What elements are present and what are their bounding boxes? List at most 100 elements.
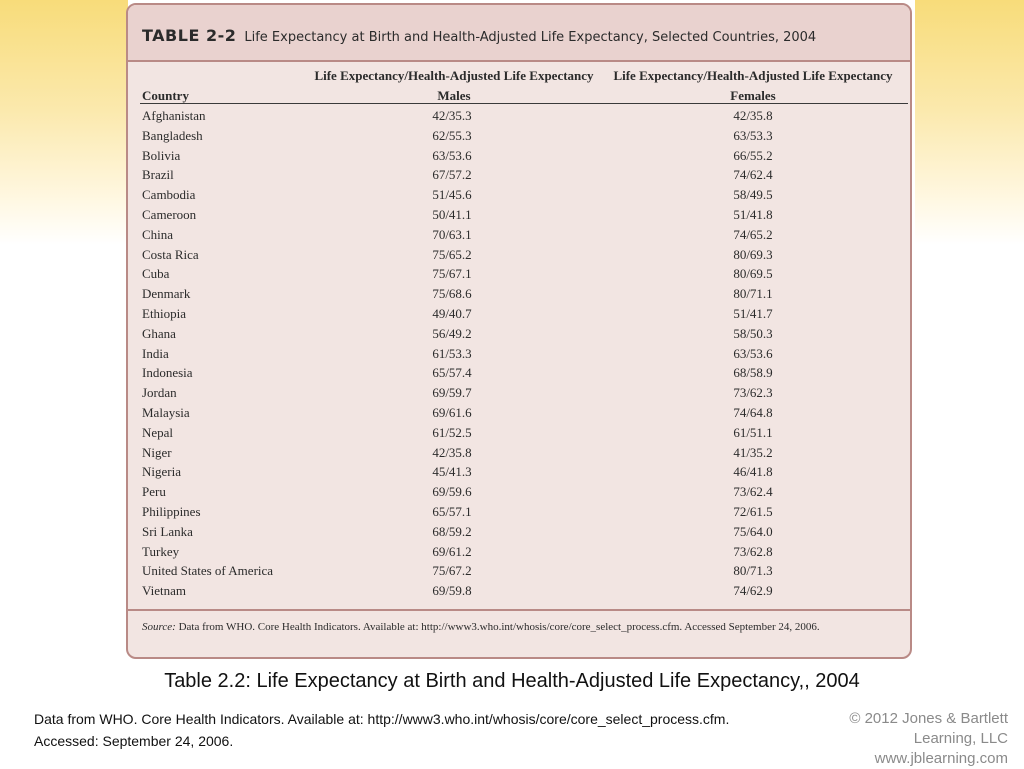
column-header-males-title: Life Expectancy/Health-Adjusted Life Exp… xyxy=(314,68,594,83)
table-row: Sri Lanka 68/59.2 75/64.0 xyxy=(128,522,910,542)
cell-males: 65/57.1 xyxy=(432,504,472,519)
cell-females: 73/62.4 xyxy=(733,484,773,500)
source-text: Data from WHO. Core Health Indicators. A… xyxy=(178,621,820,633)
source-note: Source: Data from WHO. Core Health Indic… xyxy=(142,621,820,633)
table-row: United States of America 75/67.2 80/71.3 xyxy=(128,561,910,581)
footer-divider xyxy=(128,609,910,611)
cell-country: Sri Lanka xyxy=(142,523,193,539)
cell-males: 69/59.6 xyxy=(432,484,472,500)
cell-country: China xyxy=(142,226,174,242)
cell-country: Niger xyxy=(142,444,172,460)
cell-males: 68/59.2 xyxy=(432,523,472,539)
cell-females: 73/62.8 xyxy=(733,543,773,559)
cell-females: 74/62.4 xyxy=(733,167,773,183)
table-row: Afghanistan 42/35.3 42/35.8 xyxy=(128,106,910,126)
cell-males: 49/40.7 xyxy=(432,306,472,321)
cell-country: Denmark xyxy=(142,286,191,302)
table-row: Cambodia 51/45.6 58/49.5 xyxy=(128,185,910,205)
cell-country: Turkey xyxy=(142,543,180,559)
cell-country: Cameroon xyxy=(142,207,197,222)
table-row: Peru 69/59.6 73/62.4 xyxy=(128,482,910,502)
cell-females: 73/62.3 xyxy=(733,385,773,401)
cell-females: 58/50.3 xyxy=(733,325,773,341)
cell-country: Malaysia xyxy=(142,405,190,420)
slide-caption: Table 2.2: Life Expectancy at Birth and … xyxy=(164,670,860,692)
cell-females: 74/64.8 xyxy=(733,405,773,420)
table-title-text: Life Expectancy at Birth and Health-Adju… xyxy=(244,30,817,45)
column-header-females: Females xyxy=(730,88,776,103)
cell-country: Ethiopia xyxy=(142,306,187,321)
cell-males: 51/45.6 xyxy=(432,187,472,203)
cell-country: Cambodia xyxy=(142,187,196,203)
cell-females: 42/35.8 xyxy=(733,108,773,123)
cell-females: 66/55.2 xyxy=(733,147,773,163)
table-row: Jordan 69/59.7 73/62.3 xyxy=(128,383,910,403)
cell-females: 63/53.6 xyxy=(733,345,773,361)
cell-females: 58/49.5 xyxy=(733,187,773,203)
cell-country: Vietnam xyxy=(142,583,186,599)
cell-females: 80/71.1 xyxy=(733,286,773,302)
credit-line-2: Accessed: September 24, 2006. xyxy=(34,733,234,749)
cell-females: 80/69.3 xyxy=(733,246,773,262)
cell-country: Peru xyxy=(142,484,166,500)
decorative-gradient-right xyxy=(915,0,1024,245)
header-divider xyxy=(140,103,908,104)
cell-females: 74/65.2 xyxy=(733,226,773,242)
table-title-band: TABLE 2-2 Life Expectancy at Birth and He… xyxy=(128,5,910,62)
table-row: Cameroon 50/41.1 51/41.8 xyxy=(128,205,910,225)
cell-females: 68/58.9 xyxy=(733,365,773,381)
cell-country: Nepal xyxy=(142,424,174,440)
cell-country: Ghana xyxy=(142,325,176,341)
cell-males: 63/53.6 xyxy=(432,147,472,163)
table-row: Turkey 69/61.2 73/62.8 xyxy=(128,542,910,562)
cell-females: 74/62.9 xyxy=(733,583,773,599)
column-header-males: Males xyxy=(437,88,471,103)
cell-country: Afghanistan xyxy=(142,108,206,123)
cell-females: 61/51.1 xyxy=(733,424,773,440)
cell-males: 75/67.1 xyxy=(432,266,472,282)
cell-country: Bolivia xyxy=(142,147,181,163)
cell-males: 61/52.5 xyxy=(432,424,472,440)
cell-country: Cuba xyxy=(142,266,170,282)
source-label: Source: xyxy=(142,621,176,633)
cell-country: Costa Rica xyxy=(142,246,199,262)
cell-males: 69/59.7 xyxy=(432,385,472,401)
cell-males: 75/65.2 xyxy=(432,246,472,262)
table-row: Bangladesh 62/55.3 63/53.3 xyxy=(128,126,910,146)
cell-males: 42/35.8 xyxy=(432,444,472,460)
cell-males: 69/59.8 xyxy=(432,583,472,599)
cell-females: 80/71.3 xyxy=(733,563,773,579)
table-row: Niger 42/35.8 41/35.2 xyxy=(128,443,910,463)
cell-males: 69/61.6 xyxy=(432,405,472,420)
cell-females: 41/35.2 xyxy=(733,444,773,460)
cell-males: 50/41.1 xyxy=(432,207,472,222)
table-row: Cuba 75/67.1 80/69.5 xyxy=(128,264,910,284)
cell-males: 69/61.2 xyxy=(432,543,472,559)
table-image: TABLE 2-2 Life Expectancy at Birth and He… xyxy=(126,3,912,659)
table-row: Nepal 61/52.5 61/51.1 xyxy=(128,423,910,443)
publisher-url: www.jblearning.com xyxy=(874,750,1008,767)
table-row: India 61/53.3 63/53.6 xyxy=(128,344,910,364)
table-number: TABLE 2-2 xyxy=(142,26,237,45)
cell-females: 46/41.8 xyxy=(733,464,773,480)
table-row: Vietnam 69/59.8 74/62.9 xyxy=(128,581,910,601)
cell-country: United States of America xyxy=(142,563,274,579)
table-row: Ethiopia 49/40.7 51/41.7 xyxy=(128,304,910,324)
cell-females: 75/64.0 xyxy=(733,523,773,539)
cell-males: 67/57.2 xyxy=(432,167,472,183)
cell-males: 42/35.3 xyxy=(432,108,472,123)
cell-country: Indonesia xyxy=(142,365,193,381)
cell-males: 75/68.6 xyxy=(432,286,472,302)
table-row: Philippines 65/57.1 72/61.5 xyxy=(128,502,910,522)
publisher-block: © 2012 Jones & Bartlett Learning, LLC ww… xyxy=(790,709,1008,769)
table-row: Bolivia 63/53.6 66/55.2 xyxy=(128,146,910,166)
cell-males: 65/57.4 xyxy=(432,365,472,381)
table-row: Malaysia 69/61.6 74/64.8 xyxy=(128,403,910,423)
table-row: Brazil 67/57.2 74/62.4 xyxy=(128,165,910,185)
cell-country: Brazil xyxy=(142,167,174,183)
table-title: TABLE 2-2 Life Expectancy at Birth and He… xyxy=(142,26,816,45)
cell-males: 62/55.3 xyxy=(432,127,472,143)
cell-country: Jordan xyxy=(142,385,177,401)
table-row: Denmark 75/68.6 80/71.1 xyxy=(128,284,910,304)
cell-females: 51/41.8 xyxy=(733,207,773,222)
